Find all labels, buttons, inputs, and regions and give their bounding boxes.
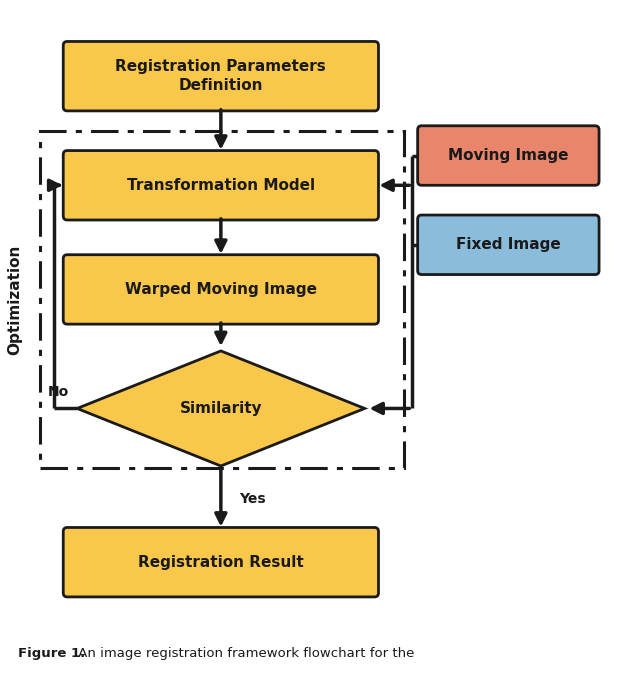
Text: Figure 1.: Figure 1.	[18, 647, 85, 660]
Text: An image registration framework flowchart for the: An image registration framework flowchar…	[74, 647, 415, 660]
Text: Similarity: Similarity	[180, 401, 262, 416]
Text: Moving Image: Moving Image	[448, 148, 568, 163]
FancyBboxPatch shape	[418, 215, 599, 274]
Text: Registration Result: Registration Result	[138, 555, 304, 570]
Text: Yes: Yes	[239, 492, 266, 505]
Text: Fixed Image: Fixed Image	[456, 237, 561, 252]
FancyBboxPatch shape	[418, 126, 599, 185]
Text: Warped Moving Image: Warped Moving Image	[125, 282, 317, 297]
FancyBboxPatch shape	[63, 527, 378, 597]
Text: No: No	[48, 384, 69, 399]
Text: Registration Parameters
Definition: Registration Parameters Definition	[115, 60, 326, 93]
Text: Transformation Model: Transformation Model	[127, 178, 315, 193]
FancyBboxPatch shape	[63, 254, 378, 324]
Text: Optimization: Optimization	[7, 244, 22, 354]
Polygon shape	[77, 351, 365, 466]
FancyBboxPatch shape	[63, 150, 378, 220]
FancyBboxPatch shape	[63, 42, 378, 111]
